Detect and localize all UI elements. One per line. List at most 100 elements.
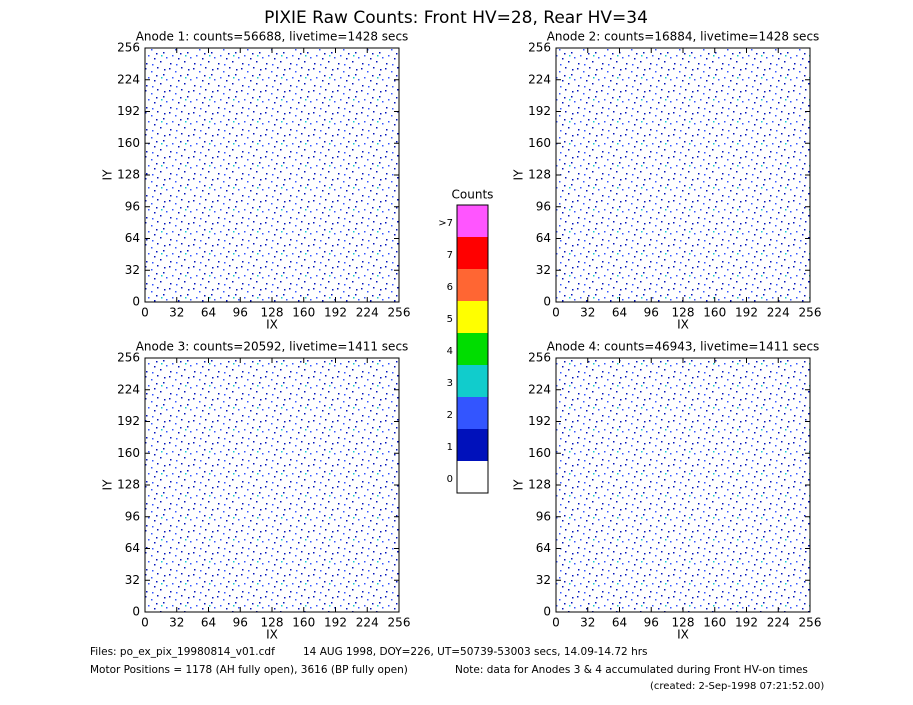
colorbar-swatch	[457, 365, 488, 397]
y-axis-label: IY	[512, 479, 526, 491]
panel: Anode 3: counts=20592, livetime=1411 sec…	[101, 340, 411, 642]
y-tick-label: 32	[536, 573, 551, 587]
x-tick-label: 32	[169, 306, 184, 320]
x-tick-label: 192	[735, 616, 758, 630]
x-tick-label: 0	[552, 616, 560, 630]
x-tick-label: 160	[703, 616, 726, 630]
x-tick-label: 192	[324, 616, 347, 630]
colorbar-label: 7	[447, 250, 453, 261]
x-tick-label: 256	[388, 616, 411, 630]
panel: Anode 4: counts=46943, livetime=1411 sec…	[512, 340, 822, 642]
colorbar-label: 1	[447, 442, 453, 453]
x-tick-label: 32	[580, 616, 595, 630]
y-tick-label: 192	[117, 414, 140, 428]
colorbar-label: 2	[447, 410, 453, 421]
panel-title: Anode 1: counts=56688, livetime=1428 sec…	[136, 30, 409, 44]
x-tick-label: 256	[799, 616, 822, 630]
x-tick-label: 160	[292, 616, 315, 630]
x-tick-label: 96	[644, 306, 659, 320]
y-tick-label: 32	[125, 263, 140, 277]
colorbar-label: >7	[438, 218, 453, 229]
colorbar-label: 5	[447, 314, 453, 325]
x-tick-label: 0	[552, 306, 560, 320]
colorbar-swatch	[457, 429, 488, 461]
footer-files: Files: po_ex_pix_19980814_v01.cdf	[90, 646, 275, 658]
panels: Anode 1: counts=56688, livetime=1428 sec…	[101, 30, 822, 642]
y-tick-label: 160	[528, 446, 551, 460]
x-axis-label: IX	[677, 318, 689, 332]
x-tick-label: 192	[735, 306, 758, 320]
x-tick-label: 160	[703, 306, 726, 320]
y-tick-label: 64	[536, 541, 551, 555]
heatmap-area	[556, 48, 810, 302]
colorbar-swatch	[457, 301, 488, 333]
y-tick-label: 224	[528, 72, 551, 86]
y-tick-label: 64	[125, 231, 140, 245]
x-tick-label: 224	[356, 616, 379, 630]
y-tick-label: 160	[117, 446, 140, 460]
y-tick-label: 96	[536, 509, 551, 523]
colorbar-swatch	[457, 461, 488, 493]
panel: Anode 1: counts=56688, livetime=1428 sec…	[101, 30, 411, 332]
x-tick-label: 96	[233, 306, 248, 320]
colorbar-frame	[456, 204, 489, 494]
x-tick-label: 224	[767, 616, 790, 630]
colorbar-swatch	[457, 333, 488, 365]
x-tick-label: 128	[261, 306, 284, 320]
y-axis-label: IY	[101, 479, 115, 491]
y-tick-label: 160	[528, 136, 551, 150]
x-tick-label: 192	[324, 306, 347, 320]
x-tick-label: 96	[644, 616, 659, 630]
y-tick-label: 128	[117, 168, 140, 182]
footer-created: (created: 2-Sep-1998 07:21:52.00)	[650, 681, 824, 692]
y-tick-label: 128	[117, 478, 140, 492]
colorbar-swatch	[457, 269, 488, 301]
colorbar-label: 4	[447, 346, 453, 357]
x-axis-label: IX	[266, 628, 278, 642]
colorbar-title: Counts	[452, 188, 494, 202]
x-tick-label: 160	[292, 306, 315, 320]
figure-title: PIXIE Raw Counts: Front HV=28, Rear HV=3…	[264, 8, 648, 28]
y-tick-label: 256	[117, 351, 140, 365]
y-tick-label: 64	[536, 231, 551, 245]
x-tick-label: 32	[580, 306, 595, 320]
colorbar-label: 0	[447, 474, 453, 485]
y-axis-label: IY	[101, 169, 115, 181]
panel-title: Anode 3: counts=20592, livetime=1411 sec…	[136, 340, 409, 354]
colorbar-swatch	[457, 205, 488, 237]
y-tick-label: 256	[528, 351, 551, 365]
y-axis-label: IY	[512, 169, 526, 181]
y-tick-label: 224	[117, 72, 140, 86]
x-tick-label: 32	[169, 616, 184, 630]
x-tick-label: 64	[612, 616, 627, 630]
y-tick-label: 192	[528, 414, 551, 428]
colorbar-swatch	[457, 397, 488, 429]
y-tick-label: 160	[117, 136, 140, 150]
x-tick-label: 256	[799, 306, 822, 320]
panel-title: Anode 2: counts=16884, livetime=1428 sec…	[547, 30, 820, 44]
x-tick-label: 224	[356, 306, 379, 320]
x-tick-label: 96	[233, 616, 248, 630]
heatmap-area	[145, 48, 399, 302]
x-tick-label: 128	[672, 616, 695, 630]
x-tick-label: 128	[672, 306, 695, 320]
y-tick-label: 192	[117, 104, 140, 118]
x-tick-label: 64	[201, 306, 216, 320]
y-tick-label: 96	[536, 199, 551, 213]
y-tick-label: 224	[117, 382, 140, 396]
y-tick-label: 32	[536, 263, 551, 277]
y-tick-label: 0	[543, 295, 551, 309]
x-tick-label: 128	[261, 616, 284, 630]
colorbar-label: 3	[447, 378, 453, 389]
x-axis-label: IX	[677, 628, 689, 642]
footer-date: 14 AUG 1998, DOY=226, UT=50739-53003 sec…	[303, 646, 648, 658]
x-axis-label: IX	[266, 318, 278, 332]
y-tick-label: 32	[125, 573, 140, 587]
x-tick-label: 64	[612, 306, 627, 320]
x-tick-label: 0	[141, 616, 149, 630]
y-tick-label: 256	[528, 41, 551, 55]
footer-motor: Motor Positions = 1178 (AH fully open), …	[90, 664, 408, 676]
panel-title: Anode 4: counts=46943, livetime=1411 sec…	[547, 340, 820, 354]
